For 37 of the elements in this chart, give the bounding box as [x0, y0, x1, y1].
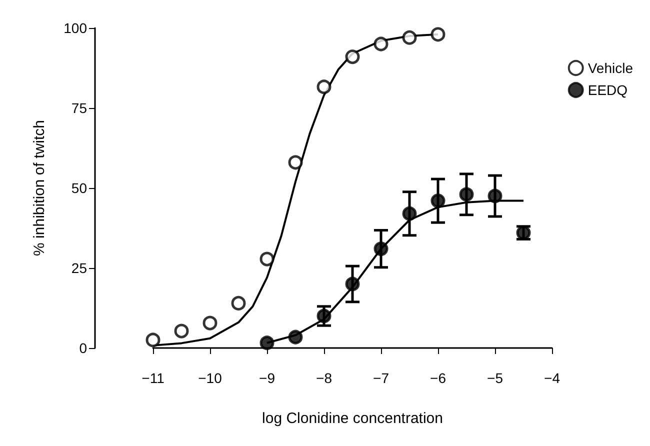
point — [345, 276, 360, 292]
point — [288, 155, 303, 170]
x-tick-label: −5 — [487, 370, 504, 386]
point — [174, 324, 189, 338]
point — [488, 188, 502, 204]
point — [374, 242, 388, 256]
x-tick-label: −11 — [142, 370, 165, 386]
y-tick-label: 0 — [79, 340, 88, 356]
point — [430, 194, 446, 208]
x-tick-label: −4 — [544, 370, 560, 386]
point — [345, 50, 360, 64]
y-tick-label: 50 — [71, 180, 88, 196]
point — [430, 27, 446, 42]
x-tick-label: −10 — [198, 370, 222, 386]
point — [288, 330, 303, 344]
legend-label: Vehicle — [588, 60, 634, 76]
point — [316, 80, 332, 94]
point — [231, 296, 246, 310]
y-axis-title: % inhibition of twitch — [31, 120, 48, 256]
y-tick-label: 25 — [71, 260, 88, 276]
point — [459, 187, 474, 202]
y-tick-label: 75 — [71, 100, 88, 116]
y-tick-label: 100 — [64, 20, 88, 36]
x-tick-label: −6 — [430, 370, 446, 386]
point — [260, 336, 274, 350]
x-tick-label: −8 — [316, 370, 332, 386]
point — [316, 308, 332, 324]
point — [402, 206, 417, 221]
x-tick-label: −7 — [373, 370, 390, 386]
point — [374, 36, 388, 52]
point — [402, 30, 417, 45]
x-tick-label: −9 — [259, 370, 276, 386]
point — [260, 252, 274, 266]
legend-label: EEDQ — [588, 82, 628, 98]
x-axis-title: log Clonidine concentration — [262, 410, 443, 427]
point — [202, 316, 218, 330]
point — [146, 332, 160, 348]
